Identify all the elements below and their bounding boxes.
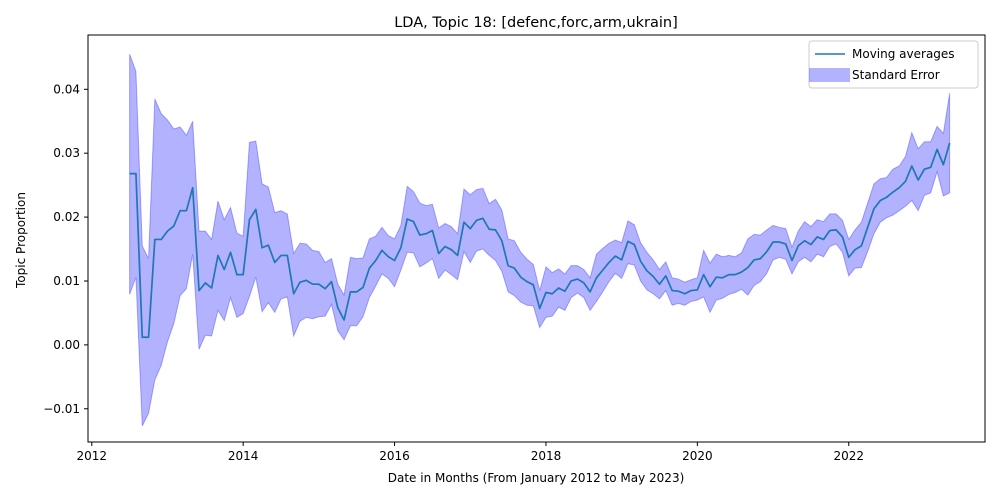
y-tick-label: −0.01 — [43, 402, 80, 416]
x-tick-label: 2016 — [379, 449, 410, 463]
axes: 2012 2014 2016 2018 2020 2022 −0.01 0.00 0.01 0.0… — [43, 34, 986, 463]
x-tick-label: 2018 — [531, 449, 562, 463]
moving-averages-line — [129, 142, 951, 339]
legend: Moving averages Standard Error — [808, 40, 979, 89]
chart-title: LDA, Topic 18: [defenc,forc,arm,ukrain] — [394, 15, 678, 31]
y-tick-label: 0.00 — [53, 338, 80, 352]
x-tick-label: 2022 — [833, 449, 864, 463]
legend-label-standard-error: Standard Error — [852, 68, 940, 82]
y-tick-label: 0.04 — [53, 82, 80, 96]
legend-frame — [808, 40, 979, 89]
y-tick-label: 0.01 — [53, 274, 80, 288]
y-tick-label: 0.02 — [53, 210, 80, 224]
plot-area — [129, 53, 951, 427]
x-axis-label: Date in Months (From January 2012 to May… — [388, 471, 685, 485]
x-tick-label: 2012 — [77, 449, 108, 463]
legend-band-swatch — [809, 68, 850, 82]
legend-label-moving-averages: Moving averages — [852, 47, 955, 61]
x-tick-label: 2014 — [228, 449, 259, 463]
x-tick-label: 2020 — [682, 449, 713, 463]
axes-frame — [87, 34, 986, 443]
standard-error-band — [129, 53, 951, 427]
y-tick-label: 0.03 — [53, 146, 80, 160]
y-axis-label: Topic Proportion — [14, 192, 28, 289]
